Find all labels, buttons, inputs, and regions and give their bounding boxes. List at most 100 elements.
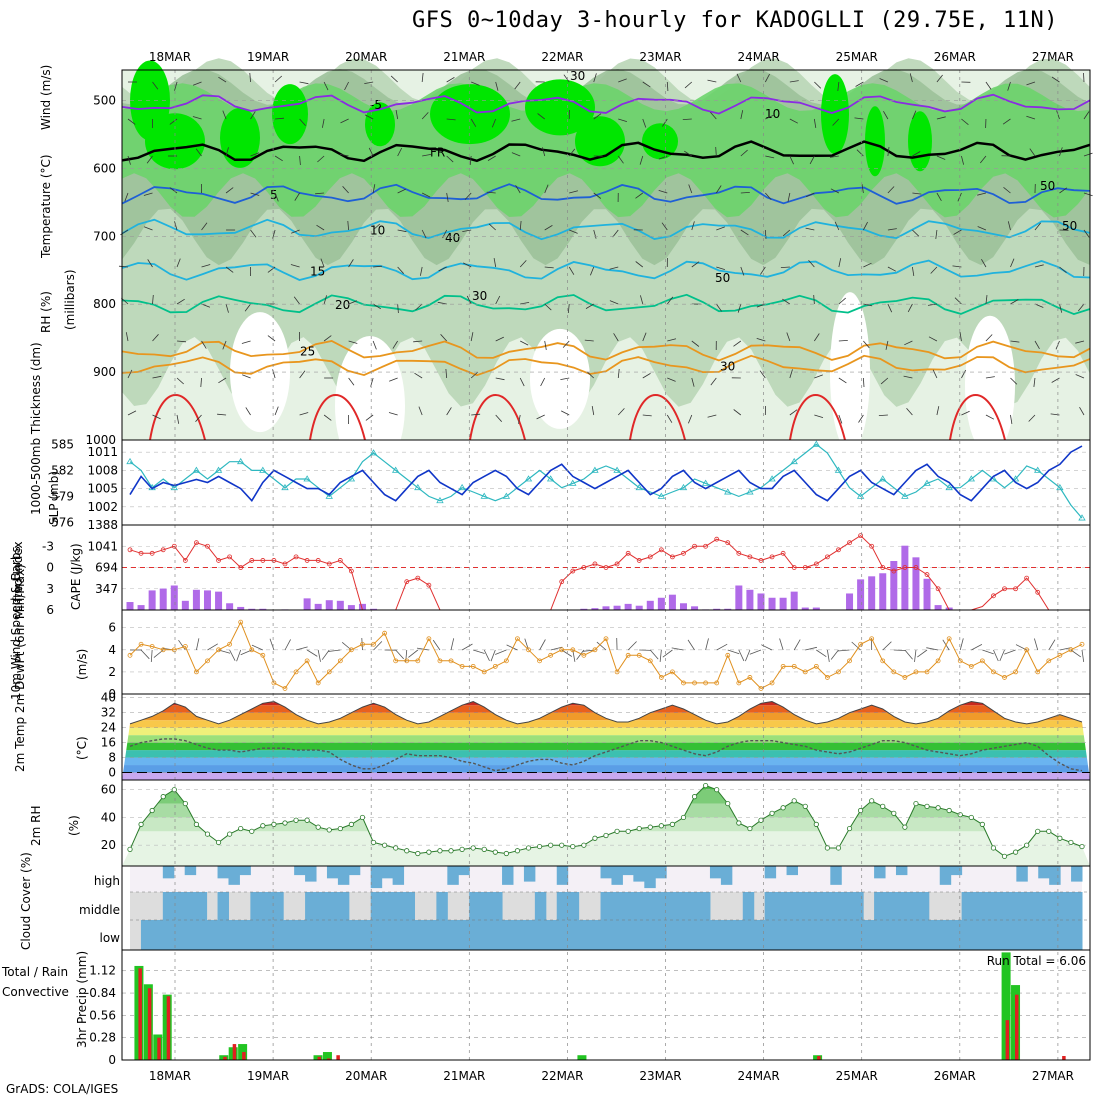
wind-tick-2: 2 [108, 665, 116, 679]
cloud-cell-low-54 [720, 920, 733, 950]
wind-barb-114 [961, 155, 964, 165]
temp-contour-label-1: FR [430, 145, 445, 159]
cape-bar-49 [668, 594, 676, 610]
cloud-cell-low-15 [294, 920, 306, 950]
wind-barb-87 [299, 155, 301, 166]
cloud-cell-high-9 [228, 866, 240, 885]
wind-barb-303 [691, 340, 700, 347]
wind-barb-226 [760, 266, 766, 275]
lifted-index-point-53 [714, 536, 720, 542]
rh-point-34 [503, 850, 509, 857]
wind-barb-13 [446, 77, 455, 83]
cloud-cell-middle-65 [841, 892, 853, 920]
cloud-cell-high-53 [709, 866, 722, 879]
rh-moist-cell-10 [908, 111, 932, 172]
wind-speed-point-73 [935, 658, 941, 664]
footer-credit: GrADS: COLA/IGES [6, 1082, 119, 1096]
rh-point-65 [846, 825, 853, 832]
precip-tick-0.28: 0.28 [89, 1031, 116, 1045]
wind-speed-point-85 [1068, 647, 1074, 653]
wind-barb-12 [421, 72, 424, 83]
wind-barb-22 [666, 81, 669, 92]
rh-point-32 [481, 846, 487, 852]
cloud-cell-low-48 [655, 920, 667, 950]
wind-barb-9 [344, 81, 349, 91]
cape-bar-51 [691, 606, 699, 610]
cloud-cell-low-31 [469, 920, 481, 950]
cloud-cell-low-23 [381, 920, 394, 950]
wind-barb-242 [176, 298, 185, 305]
rh-point-72 [924, 803, 930, 809]
cloud-cell-low-65 [841, 920, 853, 950]
thickness-point-60 [790, 457, 798, 465]
surface-barb-43 [596, 641, 607, 651]
rh-point-9 [227, 831, 233, 837]
surface-barb-26 [408, 649, 419, 658]
wind-barb-288 [323, 335, 332, 342]
surface-barb-17 [317, 649, 321, 662]
cloud-cell-low-78 [983, 920, 995, 950]
cape-bar-70 [901, 545, 909, 610]
wind-barb-309 [838, 340, 848, 342]
wind-barb-361 [152, 414, 161, 420]
wind-barb-188 [805, 227, 815, 231]
wind-barb-54 [470, 118, 477, 127]
wind-barb-94 [469, 155, 472, 166]
thickness-point-42 [591, 466, 599, 473]
wind-barb-141 [635, 192, 644, 199]
rh-contour-label-5: 50 [715, 271, 730, 285]
cape-bar-73 [934, 605, 942, 610]
wind-barb-3 [192, 81, 202, 86]
rh-point-7 [204, 831, 211, 837]
li-tick-6: 6 [46, 603, 54, 617]
cloud-cell-middle-31 [469, 892, 481, 920]
temp-tick-0: 0 [108, 766, 116, 780]
wind-barb-105 [740, 149, 748, 157]
wind-barb-294 [470, 332, 474, 342]
thickness-point-86 [1078, 514, 1086, 521]
wind-barb-61 [642, 118, 647, 128]
wind-barb-201 [147, 259, 153, 268]
wind-barb-298 [562, 340, 570, 348]
thickness-point-56 [746, 488, 754, 495]
pressure-tick-1000: 1000 [85, 433, 116, 447]
wind-barb-372 [418, 406, 423, 416]
precip-total-bar-48 [577, 1055, 587, 1060]
wind-barb-375 [495, 414, 502, 422]
cape-bar-56 [746, 589, 754, 610]
wind-barb-270 [863, 303, 873, 307]
cape-bar-74 [945, 607, 953, 610]
top-date-label-1: 19MAR [247, 50, 289, 64]
panel-border-wind [121, 609, 1091, 695]
thickness-point-70 [901, 492, 909, 499]
lifted-index-point-42 [592, 561, 598, 567]
wind-barb-311 [885, 340, 889, 350]
cloud-cell-high-74 [939, 866, 952, 885]
wind-tick-4: 4 [108, 643, 116, 657]
precip-conv-bar-20 [317, 1056, 322, 1060]
surface-barb-55 [738, 649, 745, 662]
wind-speed-point-71 [913, 669, 919, 675]
wind-barb-8 [323, 81, 329, 91]
precip-conv-bar-2 [147, 988, 152, 1060]
wind-barb-258 [567, 303, 570, 314]
surface-barb-76 [971, 644, 983, 651]
surface-barb-57 [749, 649, 762, 655]
temp-contour-label-7: 30 [720, 359, 735, 373]
surface-barb-72 [917, 649, 928, 658]
cloud-cell-low-14 [283, 920, 295, 950]
wind-barb-93 [446, 155, 454, 163]
wind-barb-338 [560, 377, 570, 380]
wind-barb-385 [733, 409, 742, 416]
cape-bar-4 [170, 585, 178, 610]
surface-barb-54 [727, 649, 740, 655]
cloud-cell-high-44 [611, 866, 623, 885]
wind-barb-291 [392, 340, 398, 349]
wind-speed-point-60 [791, 663, 797, 669]
surface-barb-45 [627, 641, 637, 651]
cloud-cell-middle-56 [742, 892, 755, 920]
cape-bar-58 [768, 597, 776, 610]
wind-barb-365 [245, 407, 251, 416]
rh-point-85 [1068, 839, 1074, 846]
wind-barb-335 [495, 377, 505, 381]
